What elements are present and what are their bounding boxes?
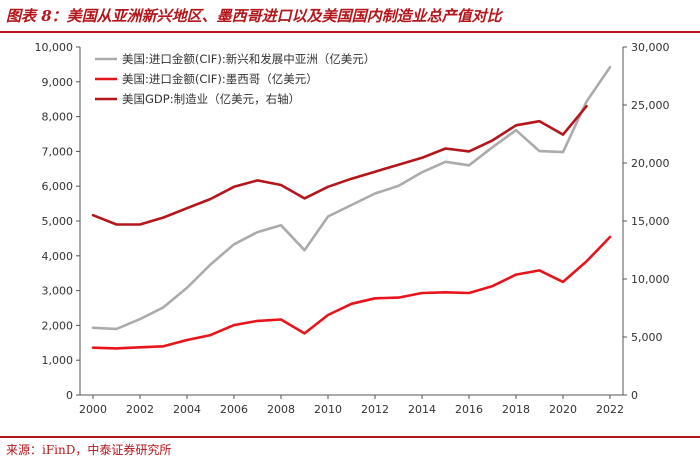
line-chart: 0 1,000 2,000 3,000 4,000 5,000 6,000 7,000 8,00…	[35, 41, 670, 416]
left-tick-label: 3,000	[42, 285, 74, 298]
left-tick-label: 0	[66, 389, 73, 402]
right-tick-label: 30,000	[631, 41, 670, 54]
legend-label-1: 美国:进口金额(CIF):新兴和发展中亚洲（亿美元）	[122, 52, 375, 66]
x-tick-label: 2016	[455, 403, 483, 416]
x-tick-label: 2022	[596, 403, 624, 416]
left-tick-label: 1,000	[42, 354, 74, 367]
x-tick-label: 2006	[220, 403, 248, 416]
chart-legend: 美国:进口金额(CIF):新兴和发展中亚洲（亿美元） 美国:进口金额(CIF):墨…	[95, 52, 375, 106]
legend-label-2: 美国:进口金额(CIF):墨西哥（亿美元）	[122, 72, 318, 86]
source-note: 来源：iFinD，中泰证券研究所	[6, 443, 172, 457]
left-tick-label: 10,000	[35, 41, 74, 54]
title-rule	[0, 31, 700, 33]
right-tick-label: 15,000	[631, 215, 670, 228]
x-tick-label: 2010	[314, 403, 342, 416]
chart-series-layer	[91, 65, 612, 350]
right-tick-label: 10,000	[631, 273, 670, 286]
left-tick-label: 2,000	[42, 319, 74, 332]
right-tick-label: 5,000	[631, 331, 663, 344]
x-tick-label: 2020	[549, 403, 577, 416]
x-tick-label: 2012	[361, 403, 389, 416]
left-tick-label: 4,000	[42, 250, 74, 263]
chart-axes: 0 1,000 2,000 3,000 4,000 5,000 6,000 7,000 8,00…	[35, 41, 670, 416]
left-tick-label: 7,000	[42, 145, 74, 158]
left-tick-label: 9,000	[42, 76, 74, 89]
series-line-3	[91, 104, 588, 226]
right-tick-label: 20,000	[631, 157, 670, 170]
right-tick-label: 25,000	[631, 99, 670, 112]
x-tick-label: 2004	[173, 403, 201, 416]
x-tick-label: 2000	[79, 403, 107, 416]
source-rule	[0, 436, 700, 438]
x-tick-label: 2002	[126, 403, 154, 416]
left-tick-label: 6,000	[42, 180, 74, 193]
x-tick-label: 2014	[408, 403, 436, 416]
series-line-1	[91, 65, 612, 331]
legend-label-3: 美国GDP:制造业（亿美元，右轴）	[122, 92, 300, 106]
x-tick-label: 2008	[267, 403, 295, 416]
left-tick-label: 8,000	[42, 111, 74, 124]
right-tick-label: 0	[631, 389, 638, 402]
left-tick-label: 5,000	[42, 215, 74, 228]
series-line-2	[91, 235, 612, 350]
figure-title: 图表 8：美国从亚洲新兴地区、墨西哥进口以及美国国内制造业总产值对比	[6, 7, 502, 25]
x-tick-label: 2018	[502, 403, 530, 416]
